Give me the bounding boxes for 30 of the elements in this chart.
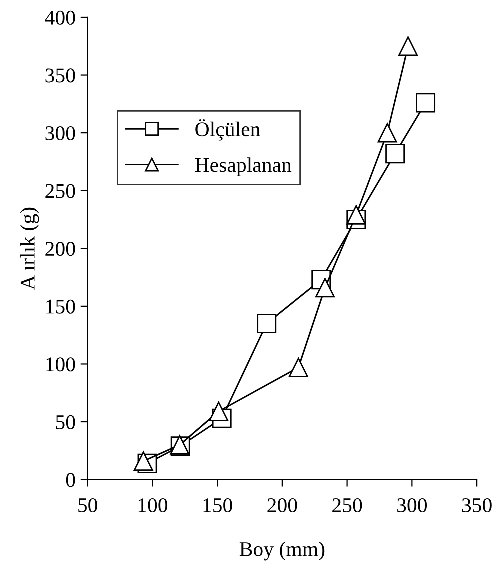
y-tick-label: 250	[46, 184, 76, 198]
point	[209, 402, 229, 422]
x-tick-label: 100	[138, 498, 168, 513]
point	[378, 123, 398, 143]
point	[398, 36, 418, 56]
y-tick-label: 50	[56, 415, 76, 430]
point	[316, 278, 335, 298]
point	[257, 314, 277, 334]
y-tick-label: 300	[46, 126, 76, 141]
x-tick-label: 300	[398, 498, 428, 513]
x-tick-label: 350	[462, 498, 492, 513]
x-tick-label: 150	[204, 498, 232, 513]
x-axis-title: Boy (mm)	[240, 542, 325, 561]
x-tick-label: 200	[268, 498, 298, 513]
y-tick-label: 400	[45, 10, 76, 25]
y-tick-label: 200	[46, 242, 76, 256]
y-axis-title: A ırlık (g)	[20, 208, 40, 290]
point	[346, 205, 366, 225]
y-tick-label: 350	[46, 68, 76, 83]
legend-label: Hesaplanan	[195, 158, 292, 176]
point	[134, 452, 154, 472]
y-tick-label: 150	[46, 300, 76, 314]
x-tick-label: 50	[78, 498, 98, 513]
y-tick-label: 0	[66, 473, 76, 488]
point	[416, 93, 436, 113]
legend-label: Ölçülen	[196, 119, 260, 141]
point	[386, 144, 406, 164]
y-tick-label: 100	[46, 358, 76, 372]
point	[288, 358, 308, 378]
x-tick-label: 250	[332, 498, 362, 513]
